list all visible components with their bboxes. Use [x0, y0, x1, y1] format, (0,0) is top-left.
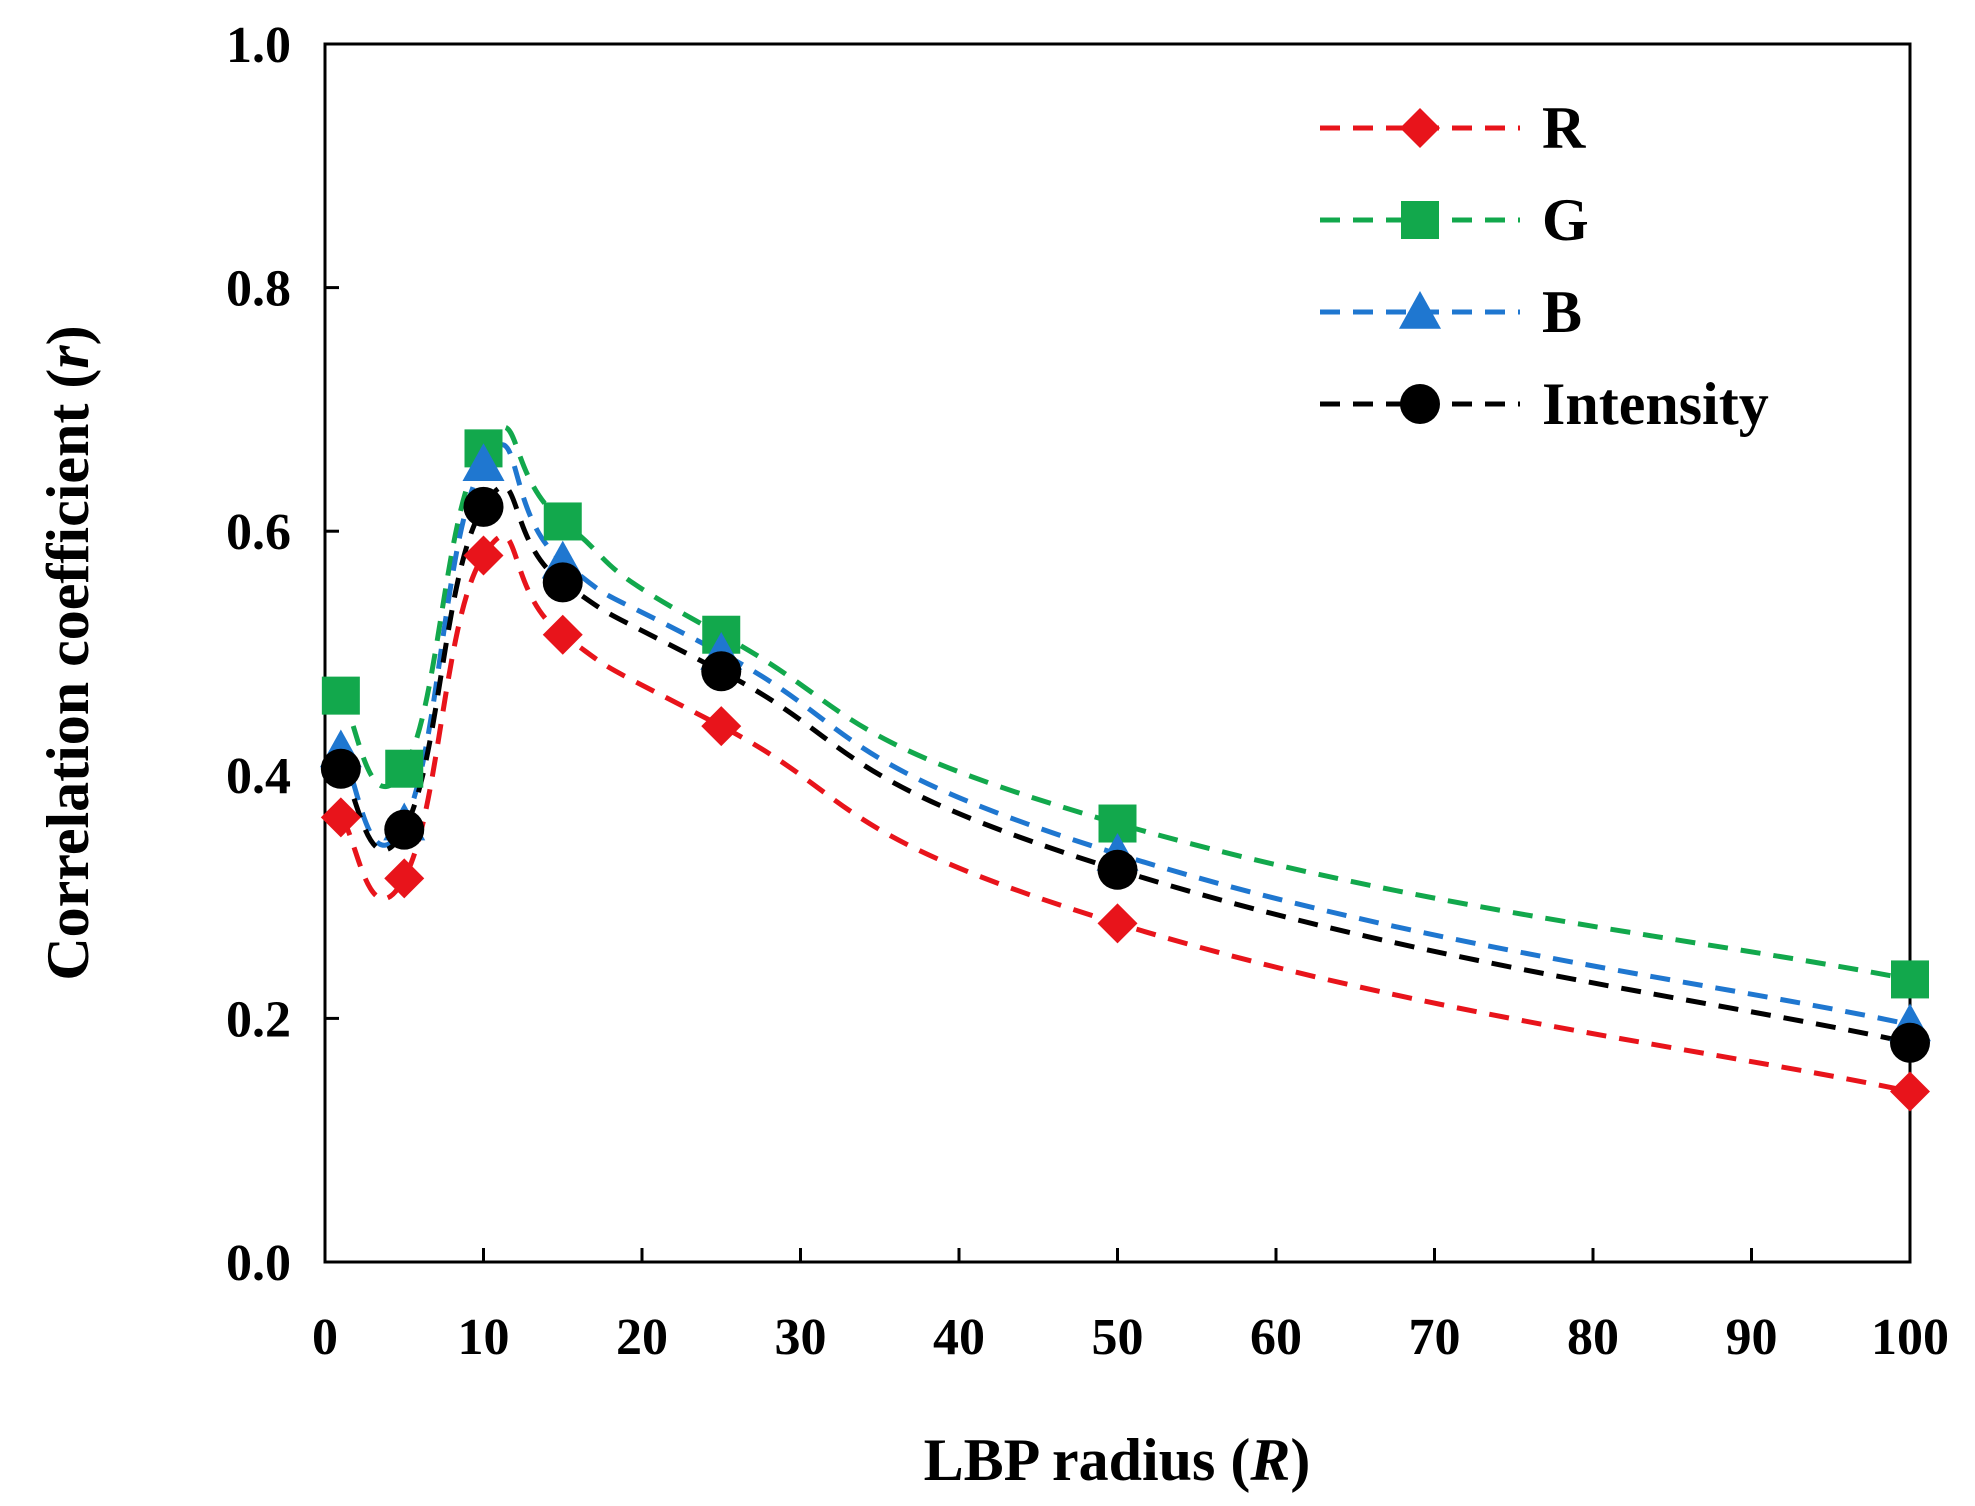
data-point-r [701, 706, 742, 747]
x-axis-title: LBP radius (R) [924, 1427, 1311, 1493]
x-tick-label: 0 [312, 1309, 338, 1366]
x-tick-label: 70 [1409, 1309, 1461, 1366]
legend-label-b: B [1542, 279, 1582, 345]
data-point-intensity [1890, 1022, 1930, 1063]
data-point-g [543, 502, 582, 541]
x-tick-label: 40 [933, 1309, 985, 1366]
y-tick-label: 0.8 [226, 261, 291, 318]
legend-marker-intensity [1400, 384, 1440, 424]
y-tick-label: 0.4 [226, 748, 291, 805]
data-point-r [384, 858, 425, 899]
x-tick-label: 100 [1871, 1309, 1949, 1366]
x-tick-label: 60 [1250, 1309, 1302, 1366]
series-markers [319, 429, 1931, 1112]
data-point-g [1891, 960, 1929, 999]
data-point-intensity [701, 651, 742, 692]
x-tick-label: 10 [458, 1309, 510, 1366]
y-axis-title: Correlation coefficient (r) [35, 325, 101, 980]
data-point-r [1097, 903, 1138, 944]
data-point-r [320, 797, 361, 838]
data-point-intensity [542, 562, 583, 603]
data-point-g [321, 676, 360, 715]
x-tick-label: 90 [1726, 1309, 1778, 1366]
data-point-intensity [320, 748, 361, 789]
data-point-intensity [384, 809, 425, 850]
y-tick-label: 1.0 [226, 17, 291, 74]
data-point-r [1890, 1071, 1930, 1112]
legend-marker-b [1399, 291, 1441, 329]
data-point-r [463, 535, 504, 576]
legend-label-g: G [1542, 187, 1589, 253]
legend-marker-g [1401, 201, 1439, 239]
x-tick-label: 30 [775, 1309, 827, 1366]
data-point-g [385, 749, 424, 788]
series-line-g [338, 424, 1911, 982]
x-tick-label: 80 [1567, 1309, 1619, 1366]
x-tick-label: 20 [616, 1309, 668, 1366]
y-axis: 0.0 0.2 0.4 0.6 0.8 1.0 [226, 17, 339, 1292]
data-point-intensity [463, 486, 504, 527]
legend: RGB Intensity [1320, 95, 1769, 437]
y-tick-label: 0.0 [226, 1235, 291, 1292]
data-point-r [542, 614, 583, 655]
legend-label-intensity: Intensity [1542, 371, 1769, 437]
y-tick-label: 0.2 [226, 991, 291, 1048]
legend-label-r: R [1542, 95, 1586, 161]
x-tick-label: 50 [1092, 1309, 1144, 1366]
x-axis: 0 10 20 30 40 50 60 70 80 90 100 [312, 1248, 1949, 1366]
legend-marker-r [1400, 108, 1440, 148]
data-point-b [462, 443, 505, 482]
y-tick-label: 0.6 [226, 504, 291, 561]
data-point-intensity [1097, 849, 1138, 890]
